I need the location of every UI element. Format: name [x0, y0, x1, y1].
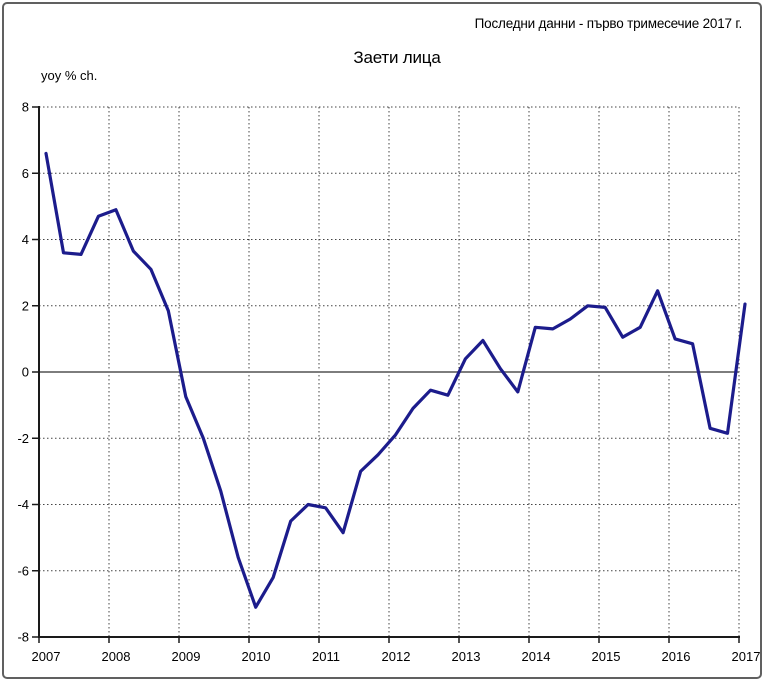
- x-tick-label: 2017: [732, 649, 761, 664]
- y-axis-unit-label: yoy % ch.: [41, 68, 98, 83]
- y-tick-label: 8: [22, 100, 29, 115]
- x-tick-label: 2012: [382, 649, 411, 664]
- x-tick-label: 2007: [32, 649, 61, 664]
- chart-note: Последни данни - първо тримесечие 2017 г…: [474, 16, 743, 31]
- y-tick-label: -8: [17, 630, 29, 645]
- y-tick-label: -2: [17, 431, 29, 446]
- x-tick-label: 2011: [312, 649, 340, 664]
- x-tick-label: 2015: [592, 649, 621, 664]
- y-tick-label: 0: [22, 365, 29, 380]
- x-tick-label: 2008: [102, 649, 131, 664]
- y-tick-label: 4: [22, 232, 29, 247]
- chart-title: Заети лица: [353, 48, 441, 67]
- x-tick-label: 2013: [452, 649, 481, 664]
- y-tick-label: -6: [17, 563, 29, 578]
- y-tick-label: 2: [22, 298, 29, 313]
- employment-chart-figure: Последни данни - първо тримесечие 2017 г…: [2, 2, 762, 679]
- x-tick-label: 2009: [172, 649, 201, 664]
- x-tick-label: 2016: [662, 649, 691, 664]
- y-tick-label: -4: [17, 497, 29, 512]
- employment-yoy-line: [44, 151, 747, 609]
- y-tick-label: 6: [22, 166, 29, 181]
- x-tick-label: 2010: [242, 649, 271, 664]
- x-tick-label: 2014: [522, 649, 551, 664]
